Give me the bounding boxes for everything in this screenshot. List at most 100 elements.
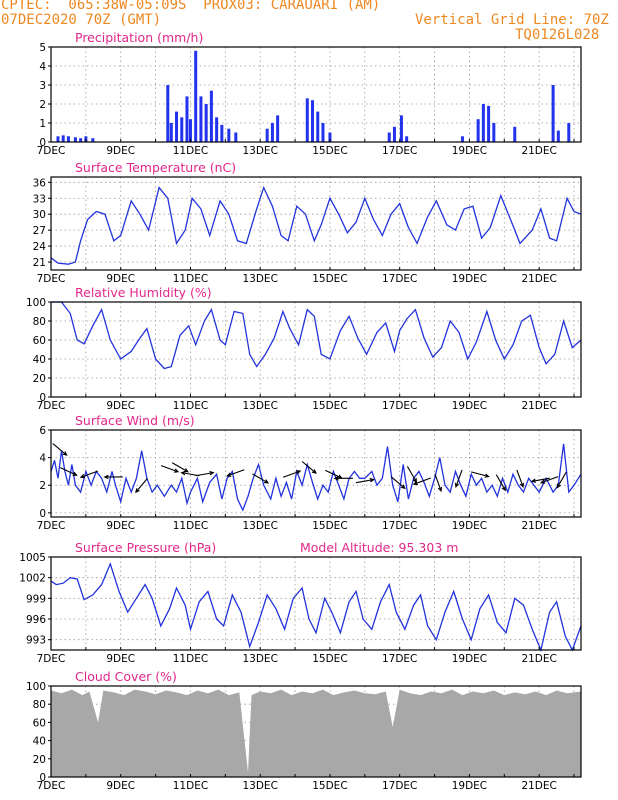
header-line3-right: TQ0126L028 [515, 27, 600, 43]
x-tick-label: 21DEC [521, 653, 556, 665]
pressure-title: Surface Pressure (hPa) [75, 540, 216, 555]
x-tick-label: 17DEC [382, 273, 417, 285]
header-line1: CPTEC: 065:38W-05:09S PROX03: CARAUARI (… [1, 0, 381, 13]
x-tick-label: 17DEC [382, 653, 417, 665]
rh-title: Relative Humidity (%) [75, 285, 212, 300]
cloud-panel: 0 20 40 60 80 100 7DEC 9DEC 11DEC 13DEC 15DEC 17DEC… [26, 669, 582, 792]
y-tick-label: 60 [33, 717, 46, 729]
rh-frame [50, 301, 582, 398]
x-tick-label: 11DEC [173, 780, 208, 792]
wind-arrow [530, 477, 550, 483]
x-tick-label: 15DEC [312, 520, 347, 532]
x-tick-label: 9DEC [106, 400, 135, 412]
wind-arrow [79, 470, 99, 479]
precip-bar [79, 138, 83, 142]
precip-bar [199, 96, 203, 142]
precip-bar [185, 96, 189, 142]
pressure-line [50, 562, 582, 653]
wind-arrow [195, 471, 215, 477]
y-tick-label: 5 [39, 42, 46, 54]
wind-arrow [390, 476, 406, 490]
x-tick-label: 19DEC [452, 780, 487, 792]
precip-bar [234, 132, 238, 142]
header-line2-left: 07DEC2020 70Z (GMT) [1, 12, 162, 28]
precip-bar [227, 128, 231, 142]
precip-bar [551, 85, 555, 142]
wind-title: Surface Wind (m/s) [75, 413, 195, 428]
precip-bar [321, 123, 325, 142]
precip-bar [175, 111, 179, 142]
pressure-panel: 993 996 999 1002 1005 7DEC 9DEC 11DEC 13DEC 15DEC… [19, 540, 582, 665]
y-tick-label: 6 [39, 425, 46, 437]
precip-title: Precipitation (mm/h) [75, 30, 203, 45]
x-tick-label: 13DEC [242, 400, 277, 412]
precip-bar [265, 128, 269, 142]
precip-bar [66, 136, 70, 142]
x-tick-label: 9DEC [106, 273, 135, 285]
y-tick-label: 27 [33, 225, 46, 237]
wind-arrow [539, 476, 559, 484]
precip-bar [166, 85, 170, 142]
cloud-frame [50, 685, 582, 778]
precip-bar [476, 119, 480, 142]
precip-panel: 0 1 2 3 4 5 7DEC 9DEC 11DEC 13DEC 15DEC 17DEC 19DEC 2… [37, 30, 582, 157]
x-tick-label: 17DEC [382, 520, 417, 532]
precip-bar [91, 138, 95, 142]
y-tick-label: 36 [33, 177, 47, 189]
precip-bar [215, 117, 219, 142]
precip-bar [487, 105, 491, 142]
precip-bar [305, 98, 309, 142]
x-tick-label: 13DEC [242, 145, 277, 157]
precip-bar [204, 104, 208, 142]
y-tick-label: 20 [33, 754, 46, 766]
precip-bar [405, 136, 409, 142]
wind-arrow [495, 474, 506, 492]
x-tick-label: 17DEC [382, 145, 417, 157]
x-tick-label: 21DEC [521, 145, 556, 157]
rh-panel: 0 20 40 60 80 100 7DEC 9DEC 11DEC 13DEC 15DEC 17DEC… [26, 285, 582, 412]
y-tick-label: 999 [26, 593, 46, 605]
y-tick-label: 0 [39, 392, 46, 404]
y-tick-label: 996 [26, 614, 46, 626]
precip-bar [61, 135, 65, 142]
precip-bar [460, 136, 464, 142]
x-tick-label: 9DEC [106, 520, 135, 532]
temp-frame [50, 176, 582, 271]
x-tick-label: 15DEC [312, 653, 347, 665]
y-tick-label: 0 [39, 508, 46, 520]
wind-arrow [135, 477, 148, 494]
y-tick-label: 30 [33, 209, 46, 221]
y-tick-label: 20 [33, 373, 46, 385]
y-tick-label: 80 [33, 316, 46, 328]
wind-arrow [301, 461, 317, 474]
x-tick-label: 11DEC [173, 653, 208, 665]
x-tick-label: 7DEC [37, 780, 66, 792]
x-tick-label: 7DEC [37, 520, 66, 532]
x-tick-label: 19DEC [452, 145, 487, 157]
precip-bar [316, 111, 320, 142]
precip-bar [194, 50, 198, 142]
wind-arrow [471, 471, 490, 478]
x-tick-label: 13DEC [242, 273, 277, 285]
y-tick-label: 100 [26, 297, 46, 309]
y-tick-label: 21 [33, 257, 46, 269]
wind-arrow [160, 465, 180, 473]
precip-frame [50, 46, 582, 143]
wind-arrow [454, 469, 463, 488]
precip-bar [311, 100, 315, 142]
y-tick-label: 1002 [19, 573, 46, 585]
wind-arrow [516, 469, 525, 488]
x-tick-label: 19DEC [452, 273, 487, 285]
y-tick-label: 0 [39, 137, 46, 149]
wind-arrow [282, 470, 302, 478]
x-tick-label: 21DEC [521, 273, 556, 285]
wind-panel: 0 2 4 6 7DEC 9DEC 11DEC 13DEC 15DEC 17DEC 19DEC 21D… [37, 413, 582, 532]
x-tick-label: 15DEC [312, 145, 347, 157]
precip-bar [481, 104, 485, 142]
x-tick-label: 13DEC [242, 653, 277, 665]
x-tick-label: 7DEC [37, 145, 66, 157]
precip-bar [180, 117, 184, 142]
header-line2-right: Vertical Grid Line: 70Z [415, 12, 609, 28]
precip-bar [56, 136, 60, 142]
y-tick-label: 24 [33, 241, 47, 253]
